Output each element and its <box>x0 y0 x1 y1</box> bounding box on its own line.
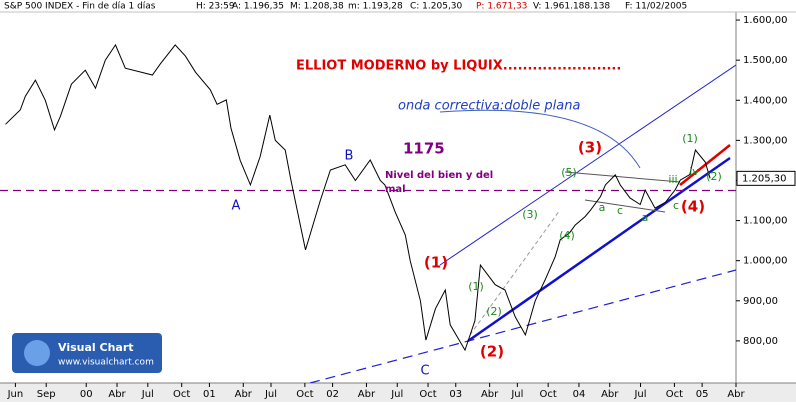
x-tick-label: Oct <box>419 389 436 400</box>
minor-wave-label: iv <box>689 165 699 178</box>
header-field: F: 11/02/2005 <box>625 2 687 12</box>
y-tick-label: 800,00 <box>743 336 778 347</box>
minor-wave-label: (1) <box>468 280 484 293</box>
x-tick-label: 03 <box>449 389 462 400</box>
logo-icon <box>24 340 50 366</box>
header-field: m: 1.193,28 <box>348 2 403 12</box>
x-tick-label: Abr <box>358 389 376 400</box>
header-field: A: 1.196,35 <box>232 2 284 12</box>
x-tick-label: Abr <box>481 389 499 400</box>
wave-label: A <box>232 199 241 214</box>
header-field: H: 23:59 <box>196 2 235 12</box>
logo-box <box>12 333 162 373</box>
x-axis-band <box>0 383 796 402</box>
chart-title: ELLIOT MODERNO by LIQUIX................… <box>296 59 621 74</box>
minor-wave-label: a <box>642 211 649 224</box>
header-field: M: 1.208,38 <box>290 2 344 12</box>
y-tick-label: 1.100,00 <box>743 216 788 227</box>
x-tick-label: 01 <box>203 389 216 400</box>
annotations: ELLIOT MODERNO by LIQUIX................… <box>232 59 722 379</box>
wave-label: C <box>420 364 429 379</box>
level-note: Nivel del bien y del <box>385 170 493 181</box>
arc <box>439 109 641 169</box>
x-tick-label: Abr <box>601 389 619 400</box>
header: S&P 500 INDEX - Fin de día 1 días H: 23:… <box>4 2 687 12</box>
last-price-label: 1.205,30 <box>742 173 787 184</box>
header-field: P: 1.671,33 <box>476 2 527 12</box>
flat-line <box>584 199 666 213</box>
header-field: C: 1.205,30 <box>410 2 463 12</box>
header-field: V: 1.961.188.138 <box>533 2 610 12</box>
chart-subtitle: onda correctiva:doble plana <box>398 99 580 114</box>
trend-line <box>467 156 731 343</box>
minor-wave-label: (2) <box>486 305 502 318</box>
y-tick-label: 1.600,00 <box>743 15 788 26</box>
x-tick-label: Jul <box>264 389 277 400</box>
trend-lines <box>309 64 736 383</box>
x-tick-label: Oct <box>296 389 313 400</box>
x-tick-label: 05 <box>696 389 709 400</box>
minor-wave-label: a <box>599 201 606 214</box>
y-tick-label: 900,00 <box>743 296 778 307</box>
minor-wave-label: (2) <box>706 170 722 183</box>
y-tick-label: 1.500,00 <box>743 55 788 66</box>
y-tick-label: 1.000,00 <box>743 256 788 267</box>
x-tick-label: 04 <box>573 389 586 400</box>
support-line <box>309 269 736 383</box>
wave-label: (4) <box>681 198 705 216</box>
minor-wave-label: (1) <box>682 132 698 145</box>
x-tick-label: Abr <box>235 389 253 400</box>
minor-wave-label: (3) <box>522 208 538 221</box>
x-tick-label: Oct <box>666 389 683 400</box>
level-note: mal <box>385 184 406 195</box>
minor-wave-label: c <box>673 199 679 212</box>
flat-line <box>564 171 681 183</box>
plot <box>0 43 736 352</box>
x-tick-label: Sep <box>37 389 56 400</box>
wave-label: (1) <box>424 254 448 272</box>
x-tick-label: Abr <box>108 389 126 400</box>
x-tick-label: Jul <box>390 389 403 400</box>
minor-wave-label: iii <box>668 173 677 186</box>
x-tick-label: 02 <box>326 389 339 400</box>
helper-line <box>469 209 561 336</box>
x-tick-label: Jul <box>510 389 523 400</box>
x-tick-label: Oct <box>173 389 190 400</box>
x-tick-label: Jul <box>141 389 154 400</box>
x-tick-label: Jun <box>7 389 24 400</box>
x-tick-label: 00 <box>80 389 93 400</box>
last-price-box <box>736 170 796 186</box>
trend-line <box>679 144 731 186</box>
minor-wave-label: (4) <box>559 229 575 242</box>
channel-line <box>439 64 736 266</box>
y-tick-label: 1.400,00 <box>743 95 788 106</box>
minor-wave-label: c <box>617 204 623 217</box>
minor-wave-label: (5) <box>561 166 577 179</box>
x-tick-label: Abr <box>727 389 745 400</box>
logo-url: www.visualchart.com <box>58 358 154 368</box>
logo-text: Visual Chart <box>58 341 134 354</box>
price-line <box>5 43 711 352</box>
level-label: 1175 <box>403 140 445 158</box>
logo: Visual Chart www.visualchart.com <box>12 333 162 373</box>
y-tick-label: 1.300,00 <box>743 135 788 146</box>
x-tick-label: Oct <box>540 389 557 400</box>
wave-label: (2) <box>480 343 504 361</box>
x-tick-label: Jul <box>633 389 646 400</box>
header-field: S&P 500 INDEX - Fin de día 1 días <box>4 2 156 12</box>
wave-label: (3) <box>578 139 602 157</box>
wave-label: B <box>345 149 354 164</box>
